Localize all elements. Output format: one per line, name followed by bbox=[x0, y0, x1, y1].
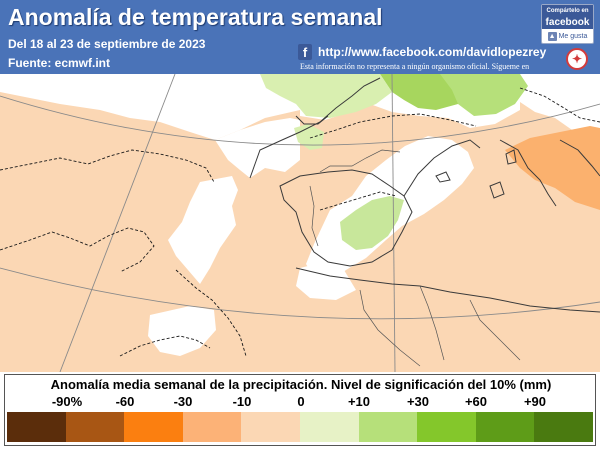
share-box-caption: Compártelo en bbox=[542, 5, 593, 18]
data-source: Fuente: ecmwf.int bbox=[8, 56, 111, 70]
page-title: Anomalía de temperatura semanal bbox=[8, 4, 383, 30]
legend-swatch bbox=[358, 412, 418, 442]
facebook-icon: f bbox=[298, 44, 312, 60]
graticule-meridian-west bbox=[59, 73, 176, 372]
legend-label: -30 bbox=[173, 394, 193, 409]
region-neutral-bay-of-biscay bbox=[215, 118, 300, 178]
legend-title: Anomalía media semanal de la precipitaci… bbox=[50, 377, 552, 392]
legend-labels: -90% -60 -30 -10 0 +10 +30 +60 +90 bbox=[5, 394, 597, 412]
region-neutral-north-atlantic bbox=[0, 74, 300, 140]
map-canvas bbox=[0, 73, 600, 372]
like-label: Me gusta bbox=[558, 32, 588, 40]
graticule-arc-south bbox=[0, 267, 600, 320]
date-range: Del 18 al 23 de septiembre de 2023 bbox=[8, 37, 206, 51]
share-box-brand: facebook bbox=[542, 18, 593, 29]
legend-label: +90 bbox=[523, 394, 547, 409]
region-neutral-atlantic-band bbox=[168, 176, 238, 284]
header-banner: Anomalía de temperatura semanal Del 18 a… bbox=[0, 0, 600, 74]
country-borders bbox=[309, 149, 521, 367]
facebook-link-row[interactable]: f http://www.facebook.com/davidlopezrey bbox=[298, 44, 546, 60]
legend-panel: Anomalía media semanal de la precipitaci… bbox=[4, 374, 596, 446]
graticule-arc-north bbox=[0, 95, 600, 146]
legend-swatch bbox=[65, 412, 125, 442]
legend-label: -90% bbox=[51, 394, 83, 409]
legend-label: -60 bbox=[115, 394, 135, 409]
legend-label: 0 bbox=[297, 394, 305, 409]
legend-swatch bbox=[475, 412, 535, 442]
legend-swatch bbox=[417, 412, 476, 442]
disclaimer-text: Esta información no representa a ningún … bbox=[300, 62, 530, 71]
legend-label: +30 bbox=[406, 394, 430, 409]
like-row[interactable]: ▲ Me gusta bbox=[542, 29, 593, 43]
facebook-share-button[interactable]: Compártelo en facebook ▲ Me gusta bbox=[541, 4, 594, 44]
significance-contours bbox=[0, 87, 600, 357]
region-wet-pyrenees bbox=[294, 124, 324, 150]
region-wet-east-europe bbox=[440, 74, 528, 116]
region-neutral-balkans bbox=[520, 74, 600, 132]
facebook-url[interactable]: http://www.facebook.com/davidlopezrey bbox=[318, 45, 547, 59]
legend-color-scale bbox=[7, 412, 593, 442]
legend-label: +60 bbox=[464, 394, 488, 409]
thumbs-up-icon: ▲ bbox=[547, 31, 557, 41]
legend-swatch bbox=[299, 412, 359, 442]
coastlines bbox=[249, 77, 600, 313]
region-wet-central-europe bbox=[260, 74, 392, 118]
author-logo-icon[interactable]: ✦ bbox=[566, 48, 588, 70]
legend-swatch bbox=[241, 412, 300, 442]
region-wet-iberia-interior bbox=[340, 196, 404, 250]
legend-swatch bbox=[534, 412, 593, 442]
legend-label: +10 bbox=[347, 394, 371, 409]
graticule-meridian-center bbox=[391, 73, 396, 372]
legend-swatch bbox=[124, 412, 183, 442]
legend-label: -10 bbox=[232, 394, 252, 409]
region-neutral-canaries bbox=[148, 306, 216, 356]
region-dry-italy-adriatic bbox=[505, 126, 600, 210]
legend-swatch bbox=[7, 412, 66, 442]
legend-swatch bbox=[182, 412, 242, 442]
